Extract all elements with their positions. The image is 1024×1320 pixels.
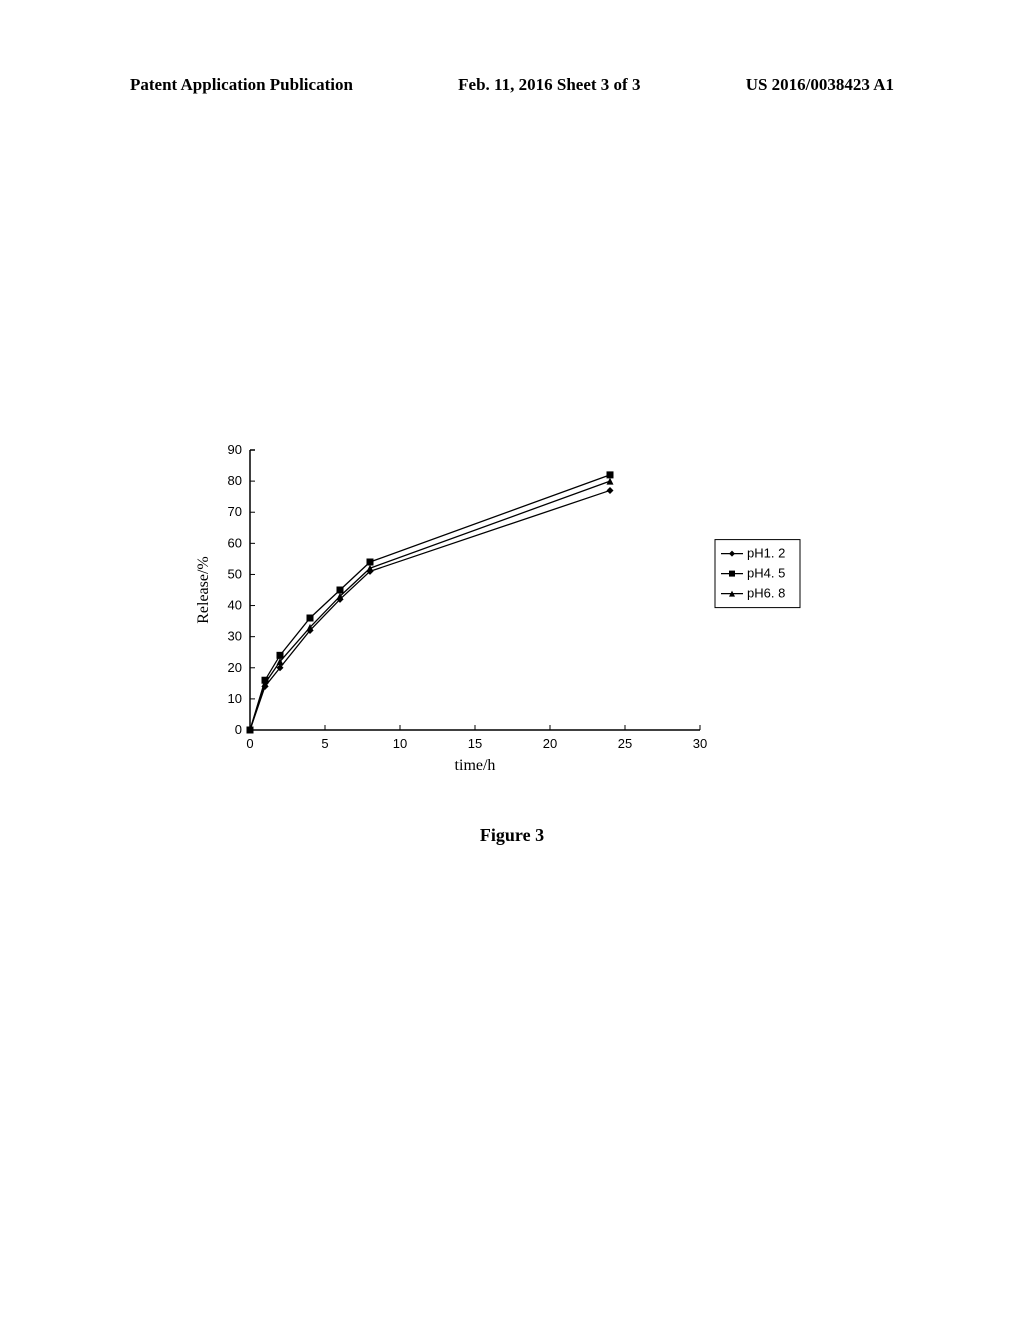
svg-text:pH4. 5: pH4. 5: [747, 566, 785, 581]
page-header: Patent Application Publication Feb. 11, …: [0, 75, 1024, 95]
svg-text:20: 20: [228, 660, 242, 675]
svg-text:0: 0: [235, 722, 242, 737]
svg-text:Release/%: Release/%: [195, 556, 212, 624]
svg-text:pH1. 2: pH1. 2: [747, 546, 785, 561]
svg-text:60: 60: [228, 535, 242, 550]
svg-text:30: 30: [228, 629, 242, 644]
chart-svg: 0 5 10 15 20 25 30 0 10 20 30 40 50 60 70 80 90 time/h Rel…: [190, 440, 830, 780]
svg-text:30: 30: [693, 736, 707, 751]
svg-text:0: 0: [246, 736, 253, 751]
figure-caption: Figure 3: [0, 825, 1024, 846]
svg-text:15: 15: [468, 736, 482, 751]
svg-text:time/h: time/h: [455, 757, 496, 774]
svg-text:5: 5: [321, 736, 328, 751]
svg-text:70: 70: [228, 504, 242, 519]
svg-text:40: 40: [228, 598, 242, 613]
svg-text:pH6. 8: pH6. 8: [747, 586, 785, 601]
header-right: US 2016/0038423 A1: [746, 75, 894, 95]
release-chart: 0 5 10 15 20 25 30 0 10 20 30 40 50 60 70 80 90 time/h Rel…: [190, 440, 830, 780]
svg-text:50: 50: [228, 566, 242, 581]
header-left: Patent Application Publication: [130, 75, 353, 95]
svg-text:90: 90: [228, 442, 242, 457]
svg-text:10: 10: [228, 691, 242, 706]
svg-text:25: 25: [618, 736, 632, 751]
svg-text:20: 20: [543, 736, 557, 751]
header-center: Feb. 11, 2016 Sheet 3 of 3: [458, 75, 640, 95]
svg-text:10: 10: [393, 736, 407, 751]
svg-text:80: 80: [228, 473, 242, 488]
